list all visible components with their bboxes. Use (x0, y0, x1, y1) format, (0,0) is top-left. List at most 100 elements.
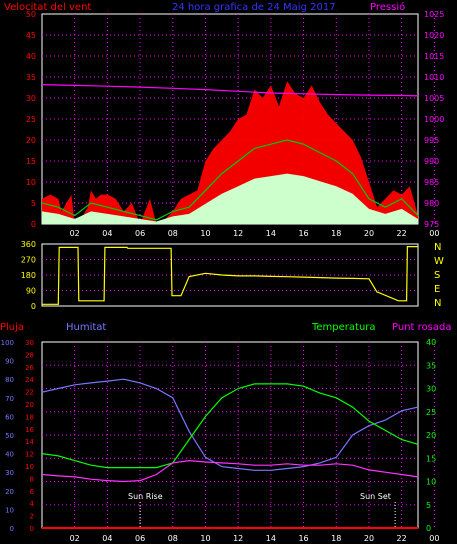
wind-x-tick-label: 00 (429, 229, 439, 238)
humidity-tick-label: 90 (5, 358, 14, 366)
wind-tick-label: 5 (31, 199, 36, 208)
humidity-tick-label: 70 (5, 395, 14, 403)
rain-tick-label: 16 (25, 426, 34, 434)
wind-tick-label: 25 (26, 115, 36, 124)
compass-label: W (434, 256, 444, 267)
wind-x-tick-label: 22 (397, 229, 407, 238)
x-tick-label: 06 (135, 534, 145, 543)
x-tick-label: 08 (168, 534, 178, 543)
wind-tick-label: 0 (31, 220, 36, 229)
pressure-tick-label: 1020 (424, 31, 444, 40)
rain-tick-label: 4 (30, 500, 35, 508)
pressure-tick-label: 985 (424, 178, 439, 187)
humidity-label: Humitat (66, 322, 106, 333)
x-tick-label: 12 (233, 534, 243, 543)
temperature-label: Temperatura (311, 322, 376, 333)
dewpoint-label: Punt rosada (392, 322, 451, 333)
humidity-tick-label: 60 (5, 413, 14, 421)
wind-x-tick-label: 02 (70, 229, 80, 238)
rain-tick-label: 18 (25, 413, 34, 421)
rain-tick-label: 30 (25, 339, 34, 347)
humidity-tick-label: 0 (10, 525, 14, 533)
rain-tick-label: 22 (25, 389, 34, 397)
pressure-tick-label: 1000 (424, 115, 444, 124)
wind-x-tick-label: 10 (200, 229, 210, 238)
wind-tick-label: 20 (26, 136, 36, 145)
wind-x-tick-label: 06 (135, 229, 145, 238)
wind-tick-label: 10 (26, 178, 36, 187)
rain-tick-label: 8 (30, 475, 34, 483)
temperature-tick-label: 40 (426, 338, 436, 347)
temperature-tick-label: 15 (426, 454, 436, 463)
rain-label: Pluja (0, 322, 24, 333)
pressure-title: Pressió (370, 1, 405, 13)
direction-tick-label: 270 (21, 256, 36, 265)
x-tick-label: 18 (331, 534, 341, 543)
temperature-tick-label: 5 (426, 501, 431, 510)
pressure-tick-label: 995 (424, 136, 439, 145)
temp-humidity-panel: 0102030405060708090100024681012141618202… (1, 338, 440, 543)
wind-tick-label: 35 (26, 73, 36, 82)
rain-tick-label: 14 (25, 438, 34, 446)
dewpoint-line (41, 459, 419, 483)
wind-tick-label: 30 (26, 94, 36, 103)
temperature-tick-label: 10 (426, 478, 436, 487)
humidity-line (41, 378, 419, 471)
wind-base-area (42, 173, 418, 224)
temperature-tick-label: 25 (426, 408, 436, 417)
humidity-tick-label: 40 (5, 451, 14, 459)
wind-x-tick-label: 04 (102, 229, 112, 238)
rain-tick-label: 26 (25, 364, 34, 372)
rain-tick-label: 24 (25, 376, 34, 384)
sunrise-label: Sun Rise (128, 492, 163, 501)
wind-x-tick-label: 20 (364, 229, 374, 238)
pressure-tick-label: 975 (424, 220, 439, 229)
compass-label: S (434, 270, 440, 281)
wind-x-tick-label: 14 (266, 229, 276, 238)
wind-tick-label: 50 (26, 10, 36, 19)
wind-avg-line (41, 139, 419, 221)
wind-x-tick-label: 16 (298, 229, 308, 238)
rain-tick-label: 20 (25, 401, 34, 409)
rain-tick-label: 28 (25, 351, 34, 359)
temperature-tick-label: 20 (426, 431, 436, 440)
humidity-tick-label: 30 (5, 469, 14, 477)
wind-tick-label: 45 (26, 31, 36, 40)
pressure-tick-label: 980 (424, 199, 439, 208)
x-tick-label: 10 (200, 534, 210, 543)
compass-label: E (434, 284, 440, 295)
humidity-tick-label: 80 (5, 376, 14, 384)
chart-title: 24 hora grafica de 24 Maig 2017 (172, 2, 336, 13)
wind-x-tick-label: 18 (331, 229, 341, 238)
direction-tick-label: 90 (26, 287, 36, 296)
rain-tick-label: 0 (30, 525, 34, 533)
rain-tick-label: 2 (30, 513, 34, 521)
compass-label: N (434, 242, 441, 253)
humidity-tick-label: 20 (5, 488, 14, 496)
pressure-tick-label: 1010 (424, 73, 444, 82)
direction-tick-label: 360 (21, 240, 36, 249)
temperature-tick-label: 30 (426, 385, 436, 394)
x-tick-label: 02 (70, 534, 80, 543)
wind-tick-label: 15 (26, 157, 36, 166)
direction-tick-label: 180 (21, 271, 36, 280)
pressure-tick-label: 1015 (424, 52, 444, 61)
temperature-tick-label: 35 (426, 361, 436, 370)
sunset-label: Sun Set (360, 492, 391, 501)
wind-tick-label: 40 (26, 52, 36, 61)
rain-tick-label: 10 (25, 463, 34, 471)
direction-line (42, 246, 418, 305)
x-tick-label: 22 (397, 534, 407, 543)
x-tick-label: 20 (364, 534, 374, 543)
temperature-tick-label: 0 (426, 524, 431, 533)
x-tick-label: 14 (266, 534, 276, 543)
rain-tick-label: 6 (30, 488, 35, 496)
wind-speed-title: Velocitat del vent (4, 2, 91, 13)
pressure-tick-label: 990 (424, 157, 439, 166)
wind-pressure-panel: 0510152025303540455097598098599099510001… (26, 10, 445, 238)
temperature-line (41, 383, 419, 469)
humidity-tick-label: 50 (5, 432, 14, 440)
wind-x-tick-label: 08 (168, 229, 178, 238)
